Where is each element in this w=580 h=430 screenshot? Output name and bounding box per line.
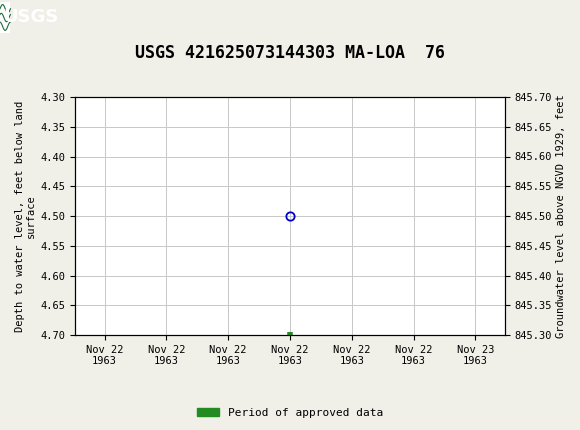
Text: USGS 421625073144303 MA-LOA  76: USGS 421625073144303 MA-LOA 76 xyxy=(135,44,445,62)
Legend: Period of approved data: Period of approved data xyxy=(193,403,387,422)
Y-axis label: Groundwater level above NGVD 1929, feet: Groundwater level above NGVD 1929, feet xyxy=(556,94,567,338)
Text: USGS: USGS xyxy=(3,8,58,26)
Y-axis label: Depth to water level, feet below land
surface: Depth to water level, feet below land su… xyxy=(14,100,36,332)
FancyBboxPatch shape xyxy=(0,2,10,33)
